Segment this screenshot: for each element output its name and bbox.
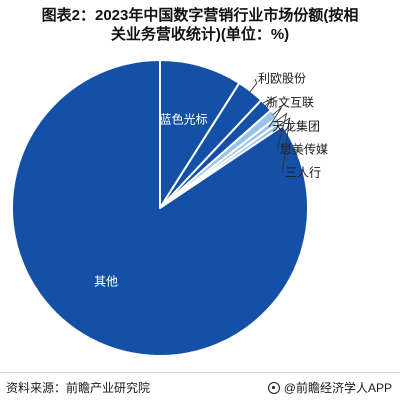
pie-label-2: 利欧股份 (258, 72, 306, 86)
pie-leader-line-5 (276, 112, 288, 151)
pie-leader-line-3 (262, 97, 274, 107)
brand-credit: @前瞻经济学人APP (267, 379, 392, 396)
pie-slice-1 (159, 59, 241, 209)
pie-label-3: 浙文互联 (266, 95, 314, 110)
pie-label-4: 天龙集团 (272, 119, 320, 134)
chart-title: 图表2：2023年中国数字营销行业市场份额(按相 关业务营收统计)(单位：%) (0, 6, 400, 44)
pie-label-6: 三人行 (285, 166, 321, 180)
chart-title-line-2: 关业务营收统计)(单位：%) (110, 26, 290, 43)
brand-logo-icon (267, 381, 280, 394)
brand-text: @前瞻经济学人APP (283, 381, 392, 395)
pie-leader-line-6 (279, 117, 291, 174)
chart-title-line-1: 图表2：2023年中国数字营销行业市场份额(按相 (41, 7, 359, 24)
pie-leader-line-2 (249, 78, 258, 93)
pie-label-1: 蓝色光标 (160, 112, 208, 126)
pie-label-7: 其他 (94, 275, 118, 289)
pie-slice-7 (11, 59, 309, 357)
footer: 资料来源：前瞻产业研究院 @前瞻经济学人APP (0, 372, 400, 405)
source-note: 资料来源：前瞻产业研究院 (6, 381, 151, 395)
pie-chart-area: 蓝色光标 利欧股份浙文互联天龙集团思美传媒三人行其他 (0, 56, 400, 371)
pie-label-5: 思美传媒 (280, 142, 328, 157)
pie-slices (11, 59, 309, 357)
pie-leader-line-4 (268, 106, 283, 128)
